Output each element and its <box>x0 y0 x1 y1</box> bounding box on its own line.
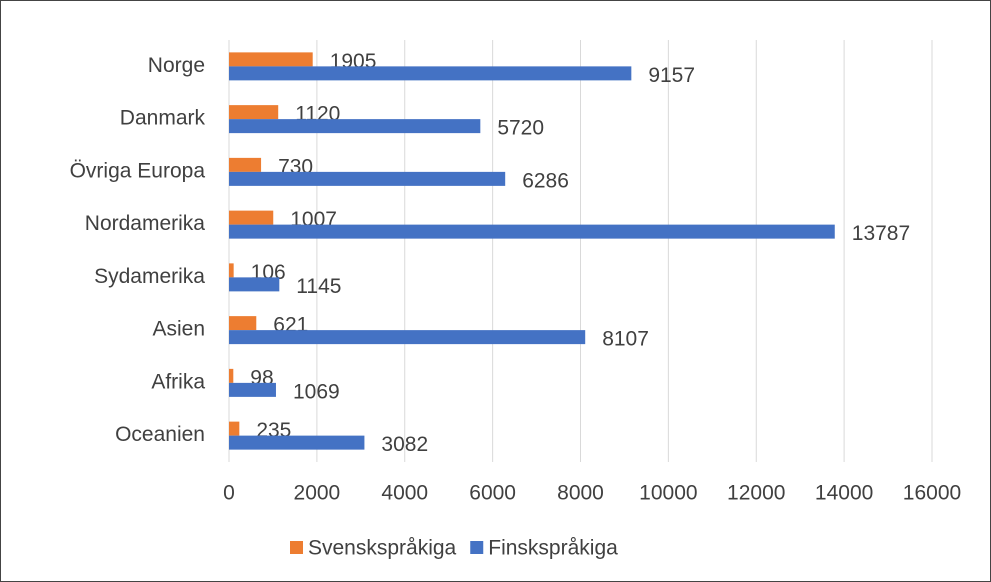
bar <box>229 224 835 239</box>
data-label: 3082 <box>381 433 428 456</box>
bar <box>229 119 481 134</box>
x-tick-label: 12000 <box>727 482 785 505</box>
bar <box>229 171 506 186</box>
legend-swatch <box>470 541 484 554</box>
legend-label: Finskspråkiga <box>488 537 618 560</box>
bar <box>229 330 586 345</box>
y-tick-label: Afrika <box>151 370 205 393</box>
bar <box>229 421 240 436</box>
y-tick-label: Norge <box>148 54 205 77</box>
x-tick-label: 10000 <box>639 482 697 505</box>
bar <box>229 316 257 331</box>
bar <box>229 382 276 397</box>
bar <box>229 52 313 67</box>
data-label: 1069 <box>293 380 340 403</box>
bar <box>229 435 365 450</box>
bar <box>229 157 262 172</box>
x-tick-label: 2000 <box>294 482 341 505</box>
x-tick-label: 14000 <box>815 482 873 505</box>
x-tick-label: 4000 <box>381 482 428 505</box>
bar <box>229 263 234 278</box>
bar <box>229 210 274 225</box>
y-tick-label: Oceanien <box>115 423 205 446</box>
data-label: 9157 <box>648 64 695 87</box>
bar <box>229 368 234 383</box>
y-tick-label: Asien <box>152 318 205 341</box>
y-tick-label: Sydamerika <box>94 265 205 288</box>
legend-swatch <box>290 541 303 554</box>
data-label: 5720 <box>497 117 544 140</box>
x-tick-label: 8000 <box>557 482 604 505</box>
data-label: 6286 <box>522 169 569 192</box>
bar <box>229 66 632 81</box>
x-tick-label: 16000 <box>903 482 961 505</box>
data-label: 13787 <box>852 222 910 245</box>
y-tick-label: Danmark <box>120 107 206 130</box>
x-tick-label: 0 <box>223 482 235 505</box>
bar <box>229 277 280 292</box>
legend-label: Svenskspråkiga <box>308 537 457 560</box>
x-tick-label: 6000 <box>469 482 516 505</box>
bar <box>229 105 279 120</box>
y-tick-label: Övriga Europa <box>70 159 206 182</box>
data-label: 8107 <box>602 328 649 351</box>
data-label: 1145 <box>296 275 341 298</box>
y-tick-label: Nordamerika <box>85 212 206 235</box>
